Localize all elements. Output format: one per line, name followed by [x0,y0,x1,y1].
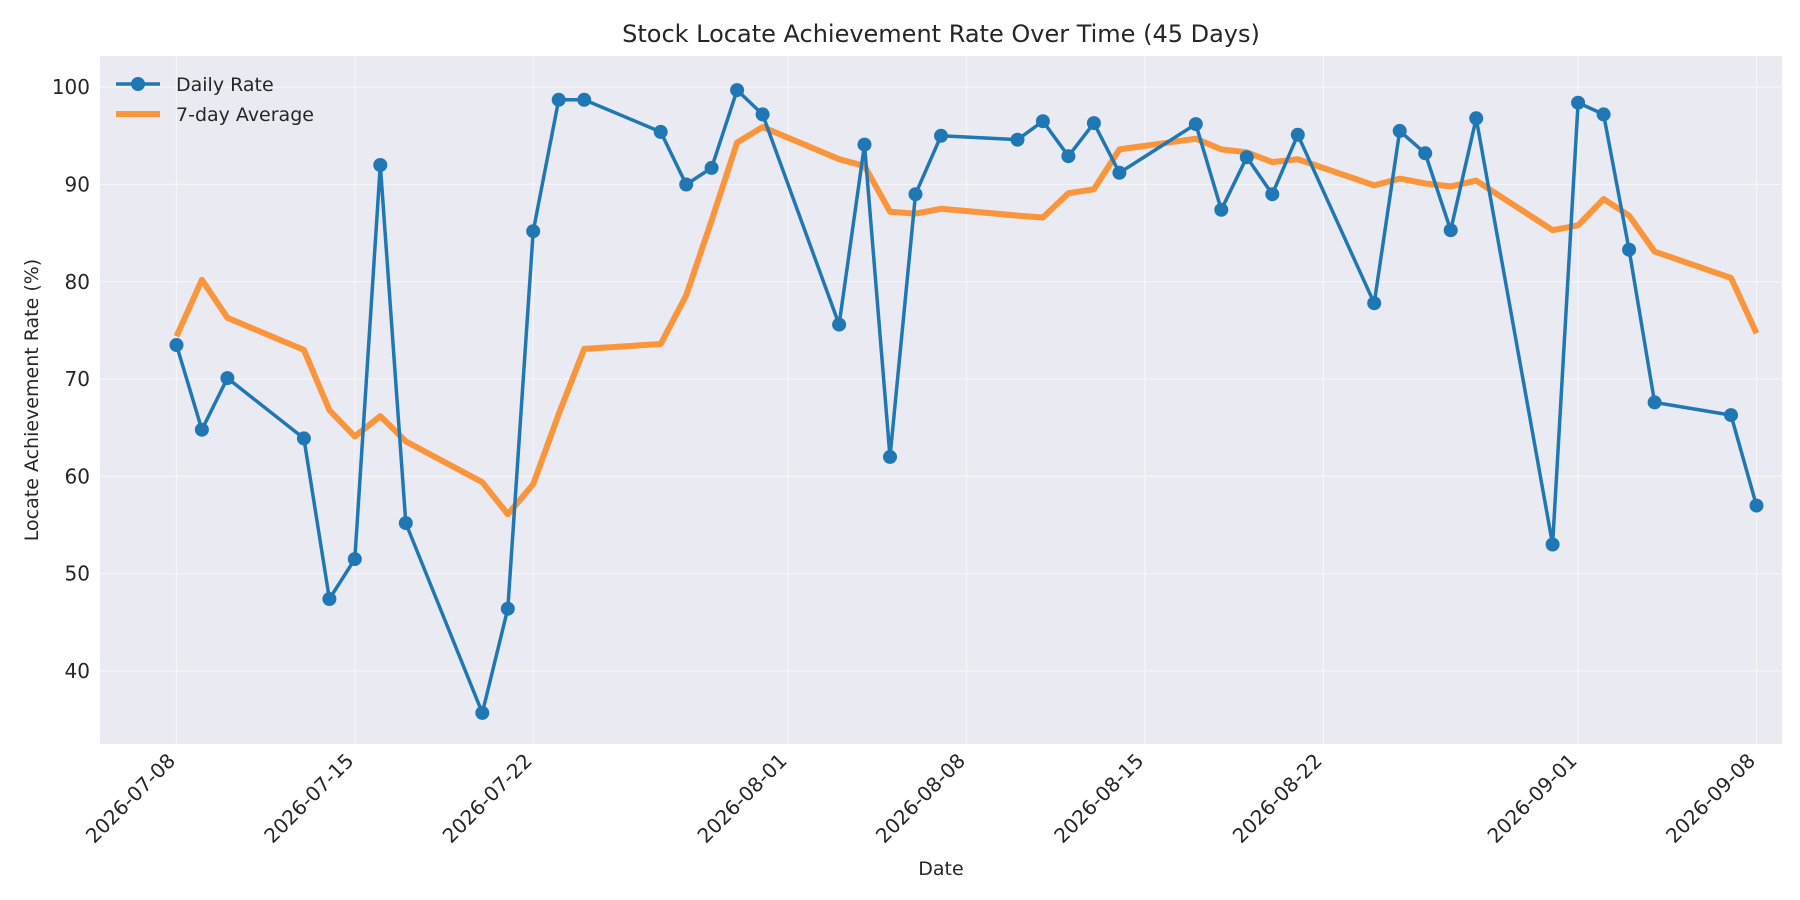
daily-rate-point [322,592,337,606]
daily-rate-point [1596,107,1611,122]
daily-rate-point [1188,117,1203,132]
daily-rate-point [526,224,541,239]
daily-rate-point [857,137,872,152]
x-tick-label: 2026-07-22 [438,749,537,848]
legend-daily-marker [131,77,145,91]
daily-rate-point [1265,187,1280,202]
daily-rate-point [908,187,923,202]
daily-rate-point [1367,296,1382,311]
daily-rate-point [704,160,719,175]
daily-rate-point [577,92,592,107]
y-axis-label: Locate Achievement Rate (%) [21,259,43,541]
x-axis-ticks: 2026-07-08 2026-07-15 2026-07-22 2026-08-01… [81,749,1760,848]
daily-rate-point [1724,408,1738,423]
legend: Daily Rate 7-day Average [116,74,314,126]
x-tick-label: 2026-08-08 [871,749,970,848]
daily-rate-point [1418,146,1433,161]
daily-rate-point [934,128,948,143]
daily-rate-point [1647,395,1662,410]
daily-rate-point [373,158,388,172]
x-axis-label: Date [918,858,963,880]
y-tick-label: 40 [65,659,90,683]
daily-rate-point [1392,123,1407,138]
x-tick-label: 2026-07-15 [259,749,358,848]
daily-rate-point [1290,127,1305,142]
daily-rate-point [347,552,362,567]
series-7-day-average [173,124,1760,518]
daily-rate-point [755,107,770,122]
daily-rate-point [883,449,897,464]
daily-rate-point [475,705,490,720]
daily-rate-point [1112,165,1127,180]
y-axis-ticks: 40 50 60 70 80 90 100 [52,75,90,683]
x-tick-label: 2026-07-08 [81,749,180,848]
y-tick-label: 100 [52,75,90,99]
daily-rate-point [653,124,668,139]
daily-rate-point [1239,150,1254,165]
daily-rate-point [551,92,566,107]
daily-rate-point [1749,498,1764,513]
daily-rate-point [220,371,235,386]
legend-daily-label: Daily Rate [176,74,274,96]
daily-rate-point [1061,149,1076,164]
daily-rate-point [1035,114,1050,129]
daily-rate-point [296,431,311,446]
y-tick-label: 60 [65,464,90,488]
y-tick-label: 80 [65,270,90,294]
daily-rate-point [1214,202,1229,217]
x-tick-label: 2026-09-08 [1661,749,1760,848]
daily-rate-point [169,338,184,352]
x-tick-label: 2026-08-15 [1049,749,1148,848]
daily-rate-point [730,83,745,98]
daily-rate-point [1010,132,1025,147]
daily-rate-point [1086,116,1101,131]
daily-rate-point [832,317,847,332]
daily-rate-point [1469,111,1484,126]
chart-title: Stock Locate Achievement Rate Over Time … [622,20,1260,48]
legend-average-label: 7-day Average [176,104,314,126]
daily-rate-point [500,601,515,616]
daily-rate-point [1571,95,1586,110]
daily-rate-point [194,422,209,437]
y-tick-label: 50 [65,562,90,586]
daily-rate-point [1443,223,1458,238]
average-line [173,124,1760,518]
daily-rate-point [1622,242,1637,257]
daily-rate-point [679,177,694,192]
y-tick-label: 90 [65,172,90,196]
plot-area [100,56,1782,744]
series-daily-rate [169,83,1764,720]
daily-rate-point [1545,537,1560,552]
x-tick-label: 2026-09-01 [1482,749,1581,848]
x-tick-label: 2026-08-22 [1228,749,1327,848]
y-tick-label: 70 [65,367,90,391]
x-tick-label: 2026-08-01 [692,749,791,848]
daily-rate-point [398,516,413,531]
